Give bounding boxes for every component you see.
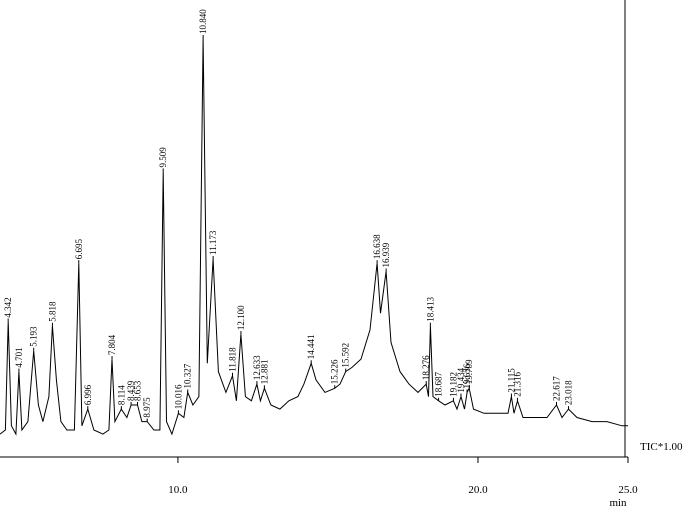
peak-label: 12.100	[236, 305, 246, 330]
peak-label: 8.653	[133, 380, 143, 401]
peak-label: 10.327	[183, 363, 193, 388]
peak-label: 8.114	[116, 385, 126, 405]
peak-label: 19.709	[464, 359, 474, 384]
peak-label: 4.342	[3, 297, 13, 317]
peak-label: 10.840	[198, 9, 208, 34]
peak-label: 6.695	[74, 238, 84, 259]
peak-label: 4.701	[14, 347, 24, 367]
trace	[0, 37, 628, 436]
x-tick-label: 20.0	[468, 484, 488, 496]
peak-label: 23.018	[564, 380, 574, 405]
peak-label: 16.939	[381, 242, 391, 267]
peak-label: 18.413	[425, 296, 435, 321]
peak-label: 22.617	[551, 376, 561, 401]
peak-label: 11.818	[227, 347, 237, 372]
peak-label: 15.592	[341, 343, 351, 368]
x-tick-label: 25.0	[618, 484, 638, 496]
peak-label: 16.638	[372, 234, 382, 259]
peak-label: 19.434	[456, 367, 466, 392]
peak-label: 18.687	[434, 372, 444, 397]
peak-label: 7.804	[107, 334, 117, 355]
x-tick-label: 10.0	[168, 484, 188, 496]
peak-label: 18.276	[421, 355, 431, 380]
peak-label: 9.509	[158, 147, 168, 168]
peak-label: 15.226	[330, 359, 340, 384]
trace-label: TIC*1.00	[640, 441, 683, 453]
peak-label: 14.441	[306, 335, 316, 360]
peak-label: 21.316	[512, 372, 522, 397]
x-axis-label: min	[609, 497, 627, 509]
peak-label: 21.115	[506, 368, 516, 393]
peak-label: 10.016	[173, 384, 183, 409]
peak-label: 12.881	[259, 360, 269, 385]
peak-label: 19.636	[462, 363, 472, 388]
peak-label: 5.818	[47, 301, 57, 322]
peak-label: 6.996	[83, 384, 93, 405]
peak-label: 8.439	[126, 380, 136, 401]
peak-label: 11.173	[208, 230, 218, 255]
peak-label: 8.975	[142, 397, 152, 418]
peak-label: 19.182	[448, 372, 458, 397]
peak-label: 5.193	[29, 326, 39, 347]
peak-label: 12.633	[252, 355, 262, 380]
